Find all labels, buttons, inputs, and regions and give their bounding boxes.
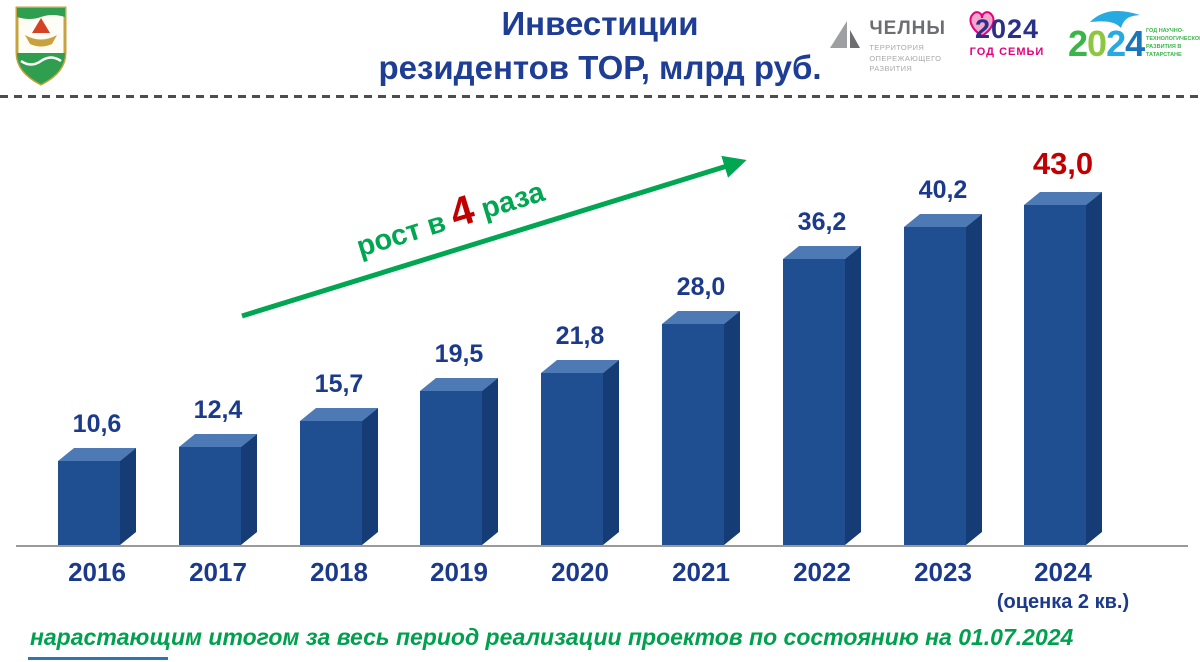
bar-2018	[300, 408, 378, 545]
bar-value-label: 21,8	[555, 322, 605, 350]
bar-chart: рост в 4 раза 10,6 2016 12,4 2017 15,7 2018 19…	[0, 100, 1200, 620]
footer-underline	[28, 657, 168, 660]
family-year-label: ГОД СЕМЬИ	[969, 46, 1045, 58]
bar-value-label: 15,7	[314, 370, 364, 398]
bar-value-label: 36,2	[797, 208, 847, 236]
growth-arrow	[241, 155, 747, 319]
bar-value-label: 28,0	[676, 273, 726, 301]
category-label: 2019	[430, 557, 488, 587]
bar-2022	[783, 246, 861, 545]
bar-value-label: 12,4	[193, 396, 243, 424]
page-title-line1: Инвестиции	[501, 5, 699, 42]
family-year-logo: 2024 ГОД СЕМЬИ	[964, 10, 1050, 58]
heart-icon	[969, 11, 995, 38]
category-label: 2017	[189, 557, 247, 587]
bar-2017	[179, 434, 257, 545]
page-title-line2: резидентов ТОР, млрд руб.	[378, 48, 822, 86]
bar-2020	[541, 360, 619, 545]
logo-row: ЧЕЛНЫ ТЕРРИТОРИЯ ОПЕРЕЖАЮЩЕГО РАЗВИТИЯ 2…	[828, 10, 1200, 82]
category-label: 2016	[68, 557, 126, 587]
footer-note: нарастающим итогом за весь период реализ…	[30, 624, 1074, 650]
sail-icon	[830, 21, 861, 48]
category-note: (оценка 2 кв.)	[996, 591, 1130, 613]
chelny-subtitle-line: ОПЕРЕЖАЮЩЕГО	[869, 53, 942, 63]
bar-2019	[420, 378, 498, 545]
science-year-logo: 2024 ГОД НАУЧНО-ТЕХНОЛОГИЧЕСКОГО РАЗВИТИ…	[1068, 10, 1200, 82]
city-emblem	[15, 6, 67, 86]
science-year-number: 2024	[1068, 23, 1145, 64]
category-label: 2024	[1034, 557, 1092, 587]
category-label: 2021	[672, 557, 730, 587]
category-label: 2018	[310, 557, 368, 587]
bar-value-label: 40,2	[918, 176, 968, 204]
science-digit: 0	[1087, 23, 1107, 64]
bar-2021	[662, 311, 740, 545]
bird-icon	[1090, 10, 1140, 28]
chelny-subtitle-line: ТЕРРИТОРИЯ	[869, 43, 925, 52]
bar-value-label: 43,0	[1032, 146, 1094, 181]
chelny-tor-text: ЧЕЛНЫ ТЕРРИТОРИЯ ОПЕРЕЖАЮЩЕГО РАЗВИТИЯ	[869, 18, 946, 75]
chelny-subtitle-line: РАЗВИТИЯ	[869, 64, 913, 73]
science-digit: 2	[1106, 23, 1126, 64]
bar-2024	[1024, 192, 1102, 545]
chelny-subtitle: ТЕРРИТОРИЯ ОПЕРЕЖАЮЩЕГО РАЗВИТИЯ	[869, 43, 946, 75]
bar-value-label: 19,5	[434, 340, 484, 368]
bar-2016	[58, 448, 136, 545]
family-year-number: 2024	[974, 14, 1040, 44]
bar-value-label: 10,6	[72, 410, 122, 438]
divider-dashed-line	[0, 95, 1200, 98]
bar-2023	[904, 214, 982, 545]
chelny-tor-logo: ЧЕЛНЫ ТЕРРИТОРИЯ ОПЕРЕЖАЮЩЕГО РАЗВИТИЯ	[828, 10, 946, 75]
category-label: 2023	[914, 557, 972, 587]
chelny-name: ЧЕЛНЫ	[869, 18, 946, 39]
category-label: 2022	[793, 557, 851, 587]
science-digit: 2	[1068, 23, 1088, 64]
category-label: 2020	[551, 557, 609, 587]
page-title: Инвестиции резидентов ТОР, млрд руб.	[0, 2, 1200, 89]
x-axis-line	[16, 545, 1188, 547]
science-year-label: ГОД НАУЧНО-ТЕХНОЛОГИЧЕСКОГО РАЗВИТИЯ В Т…	[1146, 28, 1200, 58]
science-digit: 4	[1125, 23, 1145, 64]
header: Инвестиции резидентов ТОР, млрд руб. ЧЕЛ…	[0, 0, 1200, 97]
